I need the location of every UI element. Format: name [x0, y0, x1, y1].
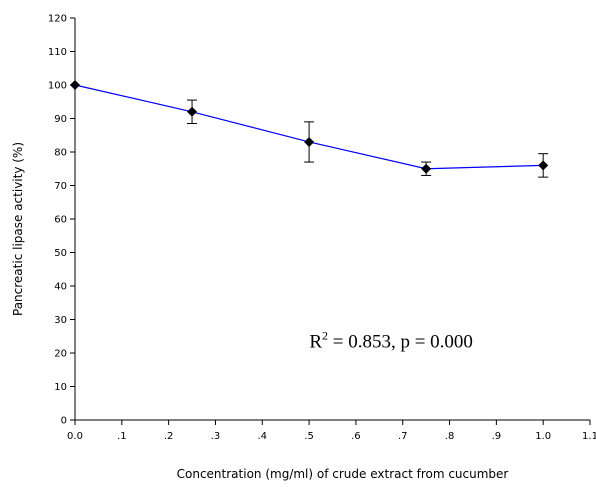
x-tick-label: .7 [398, 431, 408, 442]
x-tick-label: .3 [211, 431, 221, 442]
x-tick-label: .5 [304, 431, 314, 442]
y-tick-label: 70 [54, 181, 67, 192]
x-tick-label: .4 [257, 431, 267, 442]
y-tick-label: 20 [54, 349, 67, 360]
annotation-superscript: 2 [322, 328, 328, 342]
x-tick-label: .2 [164, 431, 174, 442]
y-tick-label: 30 [54, 315, 67, 326]
tick-labels: 0 10 20 30 40 50 60 70 80 90 100 110 120 0.0 .1 .2 .3 .4.… [48, 14, 596, 443]
axes [74, 18, 590, 421]
annotation-prefix: R [309, 331, 322, 352]
r-squared-annotation: R2 = 0.853, p = 0.000 [309, 328, 473, 352]
y-tick-label: 0 [61, 416, 67, 427]
y-tick-label: 10 [54, 382, 67, 393]
annotation-suffix: = 0.853, p = 0.000 [328, 331, 473, 352]
y-tick-label: 110 [48, 47, 67, 58]
tick-marks [70, 17, 591, 425]
y-tick-label: 60 [54, 215, 67, 226]
y-tick-label: 100 [48, 81, 67, 92]
x-tick-label: .9 [492, 431, 502, 442]
x-axis-title: Concentration (mg/ml) of crude extract f… [177, 467, 509, 481]
x-tick-label: 1.0 [535, 431, 551, 442]
data-point [70, 80, 80, 90]
x-tick-label: .8 [445, 431, 455, 442]
x-tick-label: 1.1 [582, 431, 596, 442]
data-point [304, 136, 315, 147]
data-point [187, 106, 198, 117]
x-tick-label: .6 [351, 431, 361, 442]
y-tick-label: 40 [54, 282, 67, 293]
data-point [421, 163, 432, 174]
series [70, 80, 549, 178]
y-tick-label: 120 [48, 14, 67, 25]
y-axis-title: Pancreatic lipase activity (%) [11, 142, 25, 316]
x-tick-label: 0.0 [67, 431, 83, 442]
x-tick-label: .1 [117, 431, 127, 442]
y-tick-label: 50 [54, 248, 67, 259]
y-tick-label: 90 [54, 114, 67, 125]
data-point [538, 160, 549, 171]
y-tick-label: 80 [54, 148, 67, 159]
